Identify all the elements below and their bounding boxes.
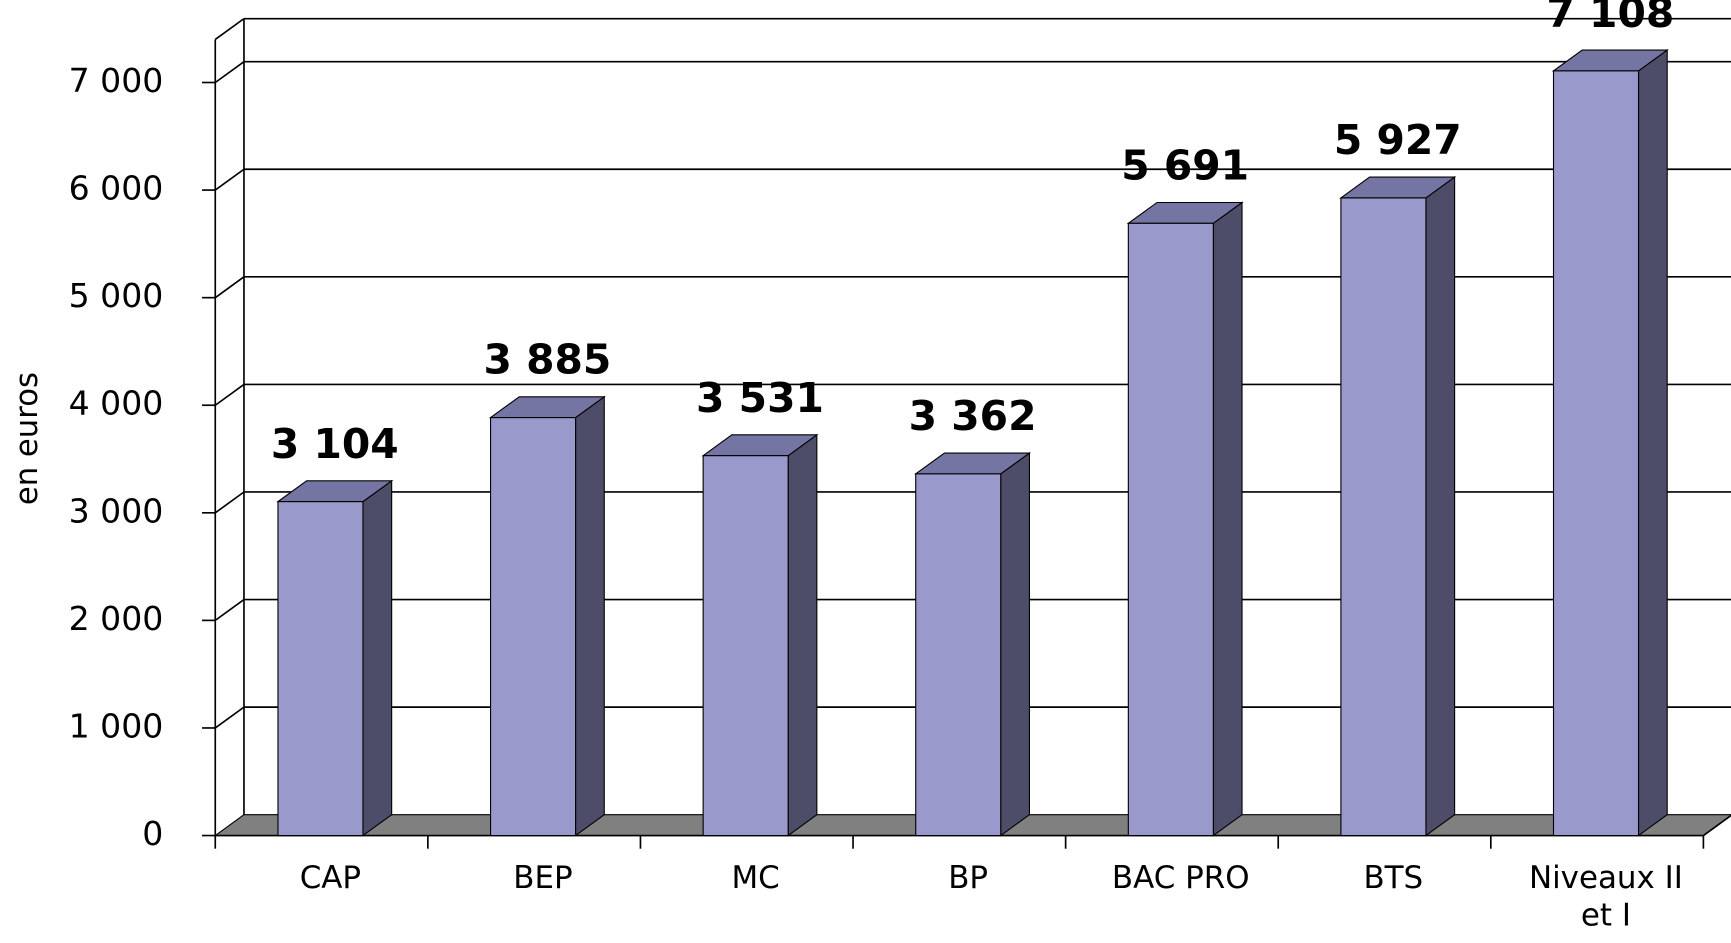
x-tick-label: BEP: [513, 859, 573, 896]
grid-line-side: [214, 383, 245, 406]
x-tick-label-box: BAC PRO: [1111, 859, 1250, 896]
x-tick-label: MC: [731, 859, 780, 896]
x-tick-label: Niveaux II et I: [1528, 859, 1683, 934]
bar-front: [702, 455, 789, 837]
bar-front: [277, 501, 364, 837]
bar: [276, 479, 394, 837]
bar-front: [915, 473, 1002, 837]
data-label: 3 885: [483, 336, 611, 384]
y-tick-label: 1 000: [69, 707, 164, 746]
bar: [701, 433, 819, 837]
grid-line-side: [214, 276, 245, 299]
bar-side: [362, 479, 393, 837]
y-tick-label: 7 000: [69, 61, 164, 100]
data-label: 5 691: [1121, 142, 1249, 190]
bar-side: [787, 433, 818, 837]
bar: [1551, 48, 1669, 837]
floor-diagonal: [1702, 814, 1731, 837]
bar-front: [489, 417, 577, 837]
bar-side: [1637, 48, 1668, 837]
y-tick-label: 0: [142, 814, 163, 853]
bar: [1339, 176, 1457, 837]
bar-front: [1552, 70, 1640, 837]
y-axis-title: en euros: [9, 372, 45, 505]
y-tick-label: 2 000: [69, 599, 164, 638]
x-tick-label: BAC PRO: [1111, 859, 1250, 896]
y-tick-label: 5 000: [69, 276, 164, 315]
y-tick-label: 3 000: [69, 491, 164, 530]
grid-line-side: [214, 491, 245, 514]
x-tick-label-box: BTS: [1363, 859, 1424, 896]
x-tick-label-box: BP: [948, 859, 989, 896]
y-tick-label: 4 000: [69, 384, 164, 423]
x-tick-label-box: BEP: [513, 859, 573, 896]
x-tick-label: BP: [948, 859, 989, 896]
bar: [914, 451, 1032, 837]
bar: [488, 395, 606, 837]
data-label: 3 531: [696, 374, 824, 422]
x-tick-label-box: CAP: [299, 859, 362, 896]
x-tick-label-box: MC: [731, 859, 780, 896]
y-tick-label: 6 000: [69, 169, 164, 208]
bar-front: [1340, 197, 1427, 837]
data-label: 3 104: [271, 420, 399, 468]
bar-side: [1425, 176, 1456, 837]
grid-line-side: [214, 61, 245, 84]
grid-line-side: [214, 168, 245, 191]
x-tick-label-box: Niveaux II et I: [1528, 859, 1683, 934]
x-tick-label: BTS: [1363, 859, 1424, 896]
bar: [1126, 201, 1244, 837]
x-tick-label: CAP: [299, 859, 362, 896]
grid-line-side: [214, 706, 245, 729]
grid-line-side: [214, 598, 245, 622]
data-label: 7 108: [1546, 0, 1674, 37]
bar-side: [1212, 201, 1243, 837]
data-label: 3 362: [909, 392, 1037, 440]
bar-front: [1127, 222, 1214, 837]
wall-top-edge: [214, 17, 245, 41]
data-label: 5 927: [1334, 116, 1462, 164]
bar-side: [1000, 451, 1030, 837]
bar-side: [575, 395, 605, 837]
